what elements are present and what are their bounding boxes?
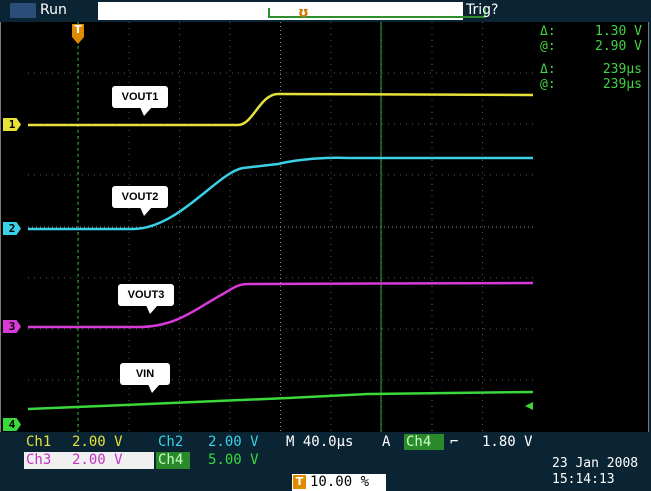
ch4-scale-value[interactable]: 5.00 V — [208, 452, 259, 468]
record-window-bracket — [268, 8, 486, 18]
trigger-status: Trig? — [466, 2, 499, 18]
ch2-ground-marker[interactable]: 2 — [3, 222, 21, 235]
center-axes — [28, 22, 533, 432]
trigger-point-icon: ʊ — [298, 5, 309, 21]
trigger-channel-box — [404, 434, 444, 450]
trace-vout3 — [28, 281, 534, 329]
at-v-value: 2.90 V — [595, 39, 642, 54]
at-t-label: @: — [540, 77, 556, 92]
trigger-slope-icon[interactable]: ⌐ — [450, 434, 459, 450]
trigger-source-label: A — [382, 434, 391, 450]
delta-t-label: Δ: — [540, 62, 556, 77]
trace-vin — [27, 390, 534, 411]
cursor-readouts: Δ: 1.30 V @: 2.90 V Δ: 239µs @: 239µs — [538, 24, 648, 92]
trigger-channel[interactable]: Ch4 — [406, 434, 432, 450]
delta-t-value: 239µs — [602, 62, 642, 77]
ch3-scale-label: Ch3 — [26, 452, 52, 468]
trigger-position-box — [292, 474, 386, 491]
acquisition-indicator — [10, 3, 36, 18]
ch1-scale-value[interactable]: 2.00 V — [72, 434, 123, 450]
ch4-scale-label: Ch4 — [158, 452, 184, 468]
timebase-readout[interactable]: M 40.0µs — [286, 434, 354, 450]
trace-vout1 — [28, 92, 534, 127]
delta-v-label: Δ: — [540, 24, 556, 39]
ch3-ground-marker[interactable]: 3 — [3, 320, 21, 333]
label-vout3: VOUT3 — [118, 284, 174, 314]
trigger-level[interactable]: 1.80 V — [482, 434, 533, 450]
time-display: 15:14:13 — [552, 472, 615, 487]
ch3-scale-value[interactable]: 2.00 V — [72, 452, 123, 468]
trigger-position-marker[interactable]: T — [72, 24, 84, 44]
trace-vout2 — [28, 156, 533, 231]
ch2-scale-label: Ch2 — [158, 434, 184, 450]
waveform-display[interactable] — [27, 22, 534, 432]
label-vin: VIN — [120, 363, 170, 393]
trigger-position-value[interactable]: 10.00 % — [310, 474, 370, 490]
ch1-ground-marker[interactable]: 1 — [3, 118, 21, 131]
at-v-label: @: — [540, 39, 556, 54]
ch1-scale-label: Ch1 — [26, 434, 52, 450]
trigger-level-arrow[interactable] — [525, 402, 533, 410]
ch4-tag-box — [156, 452, 190, 469]
label-vout1: VOUT1 — [112, 86, 168, 116]
delta-v-value: 1.30 V — [595, 24, 642, 39]
ch2-scale-value[interactable]: 2.00 V — [208, 434, 259, 450]
ch3-tag-box — [24, 452, 154, 469]
label-vout2: VOUT2 — [112, 186, 168, 216]
ch4-ground-marker[interactable]: 4 — [3, 418, 21, 431]
status-bar: Run ʊ Trig? — [0, 0, 651, 22]
trigger-position-icon: T — [293, 475, 306, 489]
date-display: 23 Jan 2008 — [552, 456, 639, 471]
record-view-bar: ʊ — [98, 2, 486, 21]
graticule-svg — [27, 22, 534, 432]
at-t-value: 239µs — [602, 77, 642, 92]
run-status: Run — [40, 2, 67, 18]
